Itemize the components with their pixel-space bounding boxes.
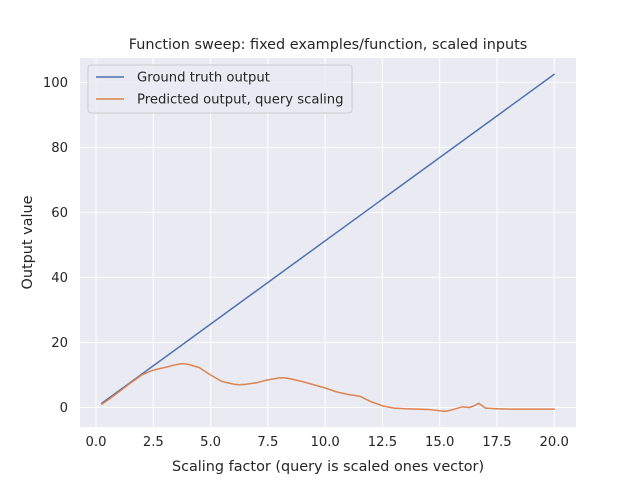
y-tick-label: 0 (60, 401, 68, 416)
y-tick-label: 20 (51, 336, 68, 351)
y-tick-label: 40 (51, 271, 68, 286)
legend-label-ground-truth: Ground truth output (137, 71, 270, 86)
legend: Ground truth output Predicted output, qu… (87, 64, 353, 114)
series-layer (101, 73, 555, 413)
y-tick-label: 100 (43, 76, 68, 91)
x-tick-label: 20.0 (540, 435, 569, 450)
legend-box (87, 64, 353, 114)
chart-title: Function sweep: fixed examples/function,… (129, 37, 528, 53)
x-tick-label: 17.5 (482, 435, 511, 450)
x-axis-label: Scaling factor (query is scaled ones vec… (172, 459, 484, 475)
x-tick-label: 0.0 (86, 435, 107, 450)
series-line-0 (101, 73, 555, 405)
x-tick-label: 12.5 (368, 435, 397, 450)
plot-area (80, 58, 576, 427)
y-axis-label: Output value (20, 195, 36, 289)
x-tick-label: 10.0 (310, 435, 339, 450)
y-tick-label: 60 (51, 206, 68, 221)
x-tick-label: 2.5 (143, 435, 164, 450)
y-tick-label: 80 (51, 141, 68, 156)
x-tick-label: 7.5 (257, 435, 278, 450)
x-tick-label: 15.0 (425, 435, 454, 450)
legend-label-predicted: Predicted output, query scaling (137, 93, 344, 108)
tick-labels: 0.0 2.5 5.0 7.5 10.0 12.5 15.0 17.5 20.0 0 20 40 60 8… (43, 76, 569, 450)
x-tick-label: 5.0 (200, 435, 221, 450)
series-line-1 (101, 362, 555, 413)
